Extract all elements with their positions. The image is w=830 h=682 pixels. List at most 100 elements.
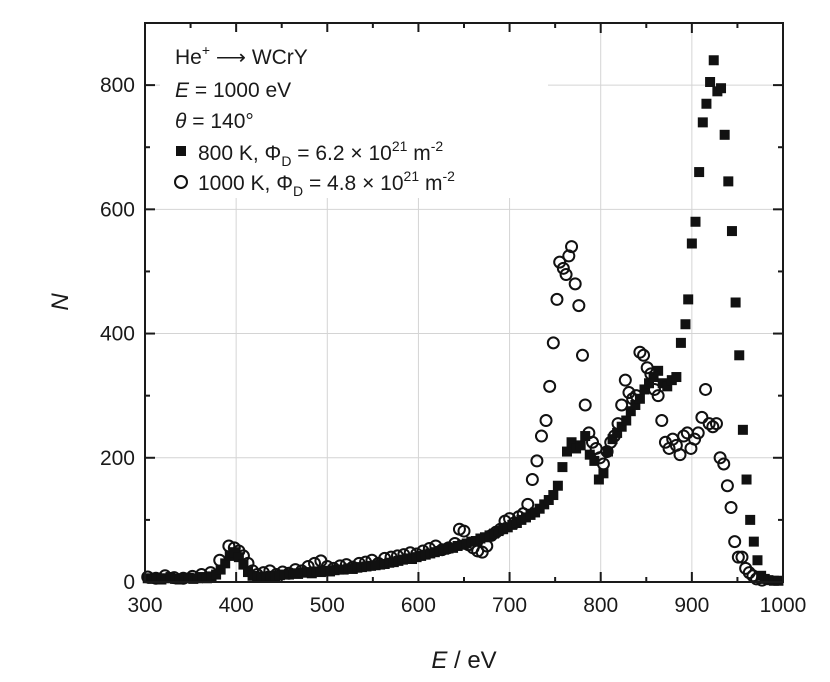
data-point-800k — [737, 424, 748, 435]
legend-label-1000k: 1000 K, ΦD = 4.8 × 1021 m-2 — [198, 168, 455, 199]
data-point-800k — [566, 437, 577, 448]
annotation-energy: E = 1000 eV — [175, 79, 291, 102]
data-point-800k — [734, 350, 745, 361]
data-point-800k — [697, 117, 708, 128]
data-point-800k — [763, 575, 774, 586]
data-point-1000k — [709, 417, 723, 431]
data-point-800k — [621, 415, 632, 426]
annotation-reaction: He+ ⟶ WCrY — [175, 42, 308, 69]
x-tick-label: 700 — [492, 594, 527, 617]
data-point-1000k — [615, 398, 629, 412]
data-point-800k — [598, 468, 609, 479]
data-point-1000k — [702, 417, 716, 431]
data-point-800k — [748, 536, 759, 547]
data-point-1000k — [572, 299, 586, 313]
data-point-800k — [238, 559, 249, 570]
y-tick-label: 200 — [100, 447, 135, 470]
data-point-800k — [593, 474, 604, 485]
data-point-800k — [607, 434, 618, 445]
data-point-1000k — [717, 457, 731, 471]
annotation-angle: θ = 140° — [175, 110, 254, 133]
data-point-800k — [701, 98, 712, 109]
data-point-800k — [752, 555, 763, 566]
x-tick-label: 400 — [219, 594, 254, 617]
tick-labels: 300 400 500 600 700 800 900 1000 0 200 400 600 800 — [100, 74, 806, 617]
data-point-1000k — [578, 398, 592, 412]
data-point-800k — [730, 297, 741, 308]
data-point-1000k — [655, 414, 669, 428]
x-tick-label: 800 — [583, 594, 618, 617]
data-point-1000k — [559, 268, 573, 282]
data-point-800k — [726, 226, 737, 237]
data-point-800k — [639, 384, 650, 395]
data-point-1000k — [735, 550, 749, 564]
data-point-1000k — [633, 345, 647, 359]
data-point-1000k — [556, 261, 570, 275]
data-point-800k — [584, 449, 595, 460]
data-point-1000k — [618, 373, 632, 387]
data-point-1000k — [546, 336, 560, 350]
data-point-800k — [708, 55, 719, 66]
data-point-1000k — [706, 420, 720, 434]
data-point-800k — [603, 446, 614, 457]
data-point-800k — [215, 564, 226, 575]
series-800k — [142, 55, 784, 586]
data-point-1000k — [534, 429, 548, 443]
data-point-1000k — [575, 348, 589, 362]
data-point-1000k — [673, 448, 687, 462]
y-tick-label: 400 — [100, 323, 135, 346]
data-point-1000k — [731, 550, 745, 564]
data-point-800k — [625, 406, 636, 417]
data-point-800k — [719, 129, 730, 140]
data-point-800k — [630, 399, 641, 410]
data-point-800k — [580, 431, 591, 442]
x-tick-label: 900 — [674, 594, 709, 617]
data-point-1000k — [539, 414, 553, 428]
data-point-1000k — [543, 379, 557, 393]
data-point-1000k — [637, 348, 651, 362]
data-point-1000k — [724, 500, 738, 514]
data-point-800k — [694, 167, 705, 178]
data-point-800k — [683, 294, 694, 305]
data-point-1000k — [568, 277, 582, 291]
legend: He+ ⟶ WCrY E = 1000 eV θ = 140° 800 K, Φ… — [160, 32, 548, 199]
data-point-800k — [644, 378, 655, 389]
data-point-800k — [548, 490, 559, 501]
data-point-800k — [220, 558, 231, 569]
data-point-800k — [233, 552, 244, 563]
data-point-1000k — [699, 382, 713, 396]
y-tick-label: 0 — [123, 571, 135, 594]
data-point-800k — [705, 77, 716, 88]
data-point-800k — [662, 381, 673, 392]
y-tick-label: 800 — [100, 74, 135, 97]
plot-frame — [144, 22, 784, 583]
data-point-800k — [686, 238, 697, 249]
y-tick-label: 600 — [100, 198, 135, 221]
data-point-1000k — [695, 410, 709, 424]
legend-marker-circle — [174, 175, 188, 189]
data-point-800k — [561, 446, 572, 457]
data-point-800k — [745, 514, 756, 525]
data-point-800k — [675, 337, 686, 348]
data-point-800k — [773, 575, 784, 586]
data-point-1000k — [530, 454, 544, 468]
data-point-800k — [653, 365, 664, 376]
data-point-800k — [612, 427, 623, 438]
data-point-800k — [723, 176, 734, 187]
data-point-800k — [671, 372, 682, 383]
data-point-800k — [589, 455, 600, 466]
data-point-800k — [690, 216, 701, 227]
x-tick-label: 500 — [310, 594, 345, 617]
data-point-800k — [616, 421, 627, 432]
data-point-1000k — [565, 240, 579, 254]
x-axis-title: E / eV — [431, 647, 496, 674]
legend-label-800k: 800 K, ΦD = 6.2 × 1021 m-2 — [198, 138, 443, 169]
data-point-800k — [634, 393, 645, 404]
x-tick-label: 600 — [401, 594, 436, 617]
y-axis-title: N — [47, 293, 74, 311]
data-point-800k — [741, 474, 752, 485]
data-point-800k — [680, 319, 691, 330]
data-point-1000k — [525, 473, 539, 487]
data-point-800k — [716, 83, 727, 94]
